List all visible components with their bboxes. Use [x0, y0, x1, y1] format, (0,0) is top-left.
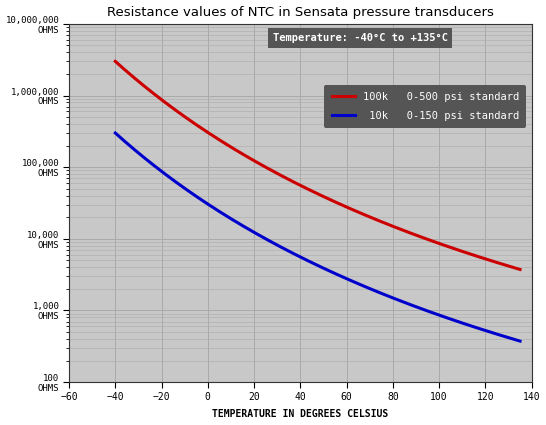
Title: Resistance values of NTC in Sensata pressure transducers: Resistance values of NTC in Sensata pres… [107, 6, 494, 19]
Text: Temperature: -40°C to +135°C: Temperature: -40°C to +135°C [272, 33, 448, 43]
X-axis label: TEMPERATURE IN DEGREES CELSIUS: TEMPERATURE IN DEGREES CELSIUS [212, 409, 388, 419]
Legend: 100k   0-500 psi standard,  10k   0-150 psi standard: 100k 0-500 psi standard, 10k 0-150 psi s… [324, 85, 526, 128]
